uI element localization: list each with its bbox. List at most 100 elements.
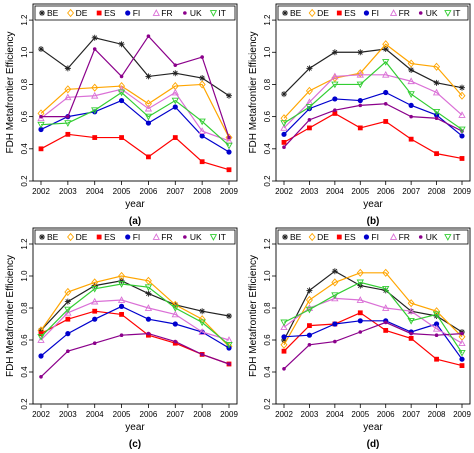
legend: BE DE ES FI FR UK IT <box>34 229 236 245</box>
data-point <box>200 55 204 59</box>
data-point <box>407 299 415 308</box>
data-point <box>198 328 206 335</box>
series-line <box>40 299 230 341</box>
legend-marker <box>209 234 218 241</box>
legend: BE DE ES FI FR UK IT <box>277 5 469 21</box>
legend-marker <box>363 10 370 16</box>
panel-label: (c) <box>129 439 141 450</box>
y-tick-label: 0.4 <box>20 143 29 155</box>
legend-box <box>277 5 469 21</box>
legend-marker <box>67 8 75 18</box>
y-tick-label: 0.4 <box>263 143 272 155</box>
data-point <box>458 126 466 134</box>
data-point <box>146 154 151 160</box>
data-point <box>357 310 363 316</box>
x-tick-label: 2005 <box>351 410 369 419</box>
x-tick-label: 2002 <box>275 187 293 196</box>
series-fr <box>37 85 233 144</box>
series-line <box>40 83 230 138</box>
data-point <box>357 318 363 324</box>
legend-label: DE <box>76 8 88 18</box>
data-point <box>357 49 364 56</box>
x-tick-label: 2007 <box>402 187 420 196</box>
legend-label: BE <box>290 232 302 242</box>
data-point <box>306 332 313 338</box>
x-axis-title: year <box>125 422 145 433</box>
data-point <box>306 65 313 72</box>
legend-marker <box>152 9 160 16</box>
data-point <box>39 375 43 379</box>
data-point <box>331 292 339 300</box>
data-point <box>331 49 338 56</box>
data-point <box>305 86 313 95</box>
data-point <box>226 149 232 155</box>
data-point <box>383 328 389 333</box>
data-point <box>118 41 125 48</box>
x-tick-label: 2006 <box>140 410 158 419</box>
x-tick-label: 2006 <box>377 410 395 419</box>
series-be <box>281 46 465 98</box>
data-point <box>37 333 45 341</box>
data-point <box>64 298 71 305</box>
series-fi <box>38 97 232 155</box>
data-point <box>280 319 288 327</box>
data-point <box>407 77 415 85</box>
data-point <box>280 124 288 131</box>
data-point <box>117 281 126 288</box>
data-point <box>280 114 288 123</box>
data-point <box>226 92 232 99</box>
y-tick-label: 1.2 <box>263 14 272 26</box>
legend-marker <box>336 10 342 16</box>
data-point <box>357 97 363 104</box>
data-point <box>145 120 152 126</box>
legend-label: FI <box>371 8 379 18</box>
data-point <box>225 142 233 150</box>
series-uk <box>39 331 231 379</box>
y-tick-label: 0.2 <box>263 398 272 410</box>
data-point <box>91 278 99 287</box>
data-point <box>332 111 338 116</box>
legend-marker <box>282 10 288 16</box>
series-line <box>283 270 463 341</box>
legend-label: FI <box>133 232 141 242</box>
data-point <box>38 146 44 152</box>
chart-panel: 0.2 0.4 0.6 0.8 1.0 1.2 2002 2003 2004 2005 2006 20… <box>5 3 238 227</box>
y-tick-label: 0.2 <box>20 398 29 410</box>
data-point <box>198 118 206 126</box>
series-line <box>283 48 463 95</box>
data-point <box>458 111 466 118</box>
data-point <box>382 304 390 311</box>
data-point <box>409 331 413 336</box>
data-point <box>383 320 388 325</box>
data-point <box>306 287 313 294</box>
data-point <box>433 313 440 319</box>
data-point <box>459 356 465 362</box>
data-point <box>226 167 232 173</box>
data-point <box>382 40 390 49</box>
data-point <box>356 279 364 287</box>
x-axis-title: year <box>363 422 383 433</box>
series-line <box>40 88 230 142</box>
data-point <box>407 307 415 315</box>
chart-panel: 0.2 0.4 0.6 0.8 1.0 1.2 2002 2003 2004 2005 2006 20… <box>248 227 471 450</box>
legend-label: DE <box>317 8 329 18</box>
x-tick-label: 2006 <box>140 187 158 196</box>
series-line <box>283 272 463 346</box>
legend-label: DE <box>317 232 329 242</box>
y-tick-label: 1.0 <box>20 46 29 58</box>
legend-label: BE <box>47 8 59 18</box>
legend-label: FR <box>161 8 172 18</box>
data-point <box>145 316 152 322</box>
data-point <box>92 135 98 140</box>
data-point <box>144 304 153 311</box>
x-tick-label: 2002 <box>32 187 50 196</box>
legend-label: UK <box>190 232 202 242</box>
legend-marker <box>39 10 45 16</box>
x-tick-label: 2002 <box>32 410 50 419</box>
legend-label: IT <box>453 8 461 18</box>
data-point <box>91 34 98 41</box>
legend-label: FR <box>161 232 172 242</box>
data-point <box>117 296 126 303</box>
y-axis-title: FDH Metafrontier Efficiency <box>5 31 16 153</box>
